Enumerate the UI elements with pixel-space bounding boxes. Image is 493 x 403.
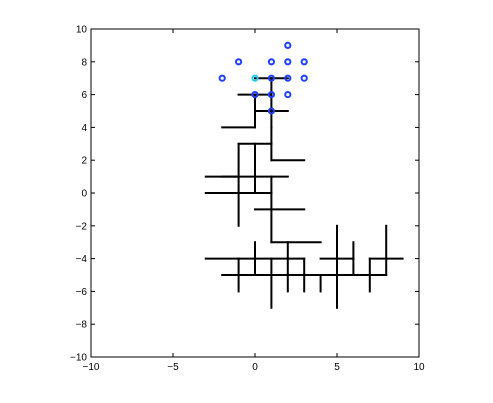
series-0-point-7 [284,74,292,82]
y-tick-label-0: −10 [70,353,87,364]
series-0-point-0 [284,41,292,50]
y-tick-label-8: 6 [81,90,87,101]
y-tick-label-3: −4 [76,254,88,265]
y-tick-label-6: 2 [81,156,87,167]
series-1-point-0 [251,74,259,82]
series-0-point-12 [267,107,275,115]
y-tick-labels: −10 −8 −6 −4 −2 0 2 4 6 8 10 [70,25,87,364]
y-tick-label-2: −6 [76,287,88,298]
y-tick-label-5: 0 [81,189,87,200]
series-0-point-2 [267,58,275,66]
series-0-point-3 [284,58,292,66]
x-tick-label-0: −10 [83,362,100,373]
series-0-point-1 [235,58,243,66]
y-tick-label-10: 10 [76,25,88,36]
series-0-point-8 [300,74,308,82]
series-0-point-4 [300,58,308,66]
series-0-point-6 [267,74,275,82]
x-tick-label-1: −5 [167,362,179,373]
series-0-point-10 [267,91,275,99]
x-tick-labels: −10 −5 0 5 10 [83,362,425,373]
segments-layer [204,77,404,309]
series-0-point-11 [284,91,292,99]
y-tick-label-9: 8 [81,57,87,68]
series-0-point-5 [218,74,226,82]
x-tick-label-2: 0 [252,362,258,373]
series-0-point-9 [251,91,259,99]
markers-layer [218,41,308,115]
ticks-layer [90,28,420,358]
y-tick-label-7: 4 [81,123,87,134]
x-tick-label-4: 10 [413,362,425,373]
x-tick-label-3: 5 [334,362,340,373]
y-tick-label-4: −2 [76,221,88,232]
y-tick-label-1: −8 [76,320,88,331]
